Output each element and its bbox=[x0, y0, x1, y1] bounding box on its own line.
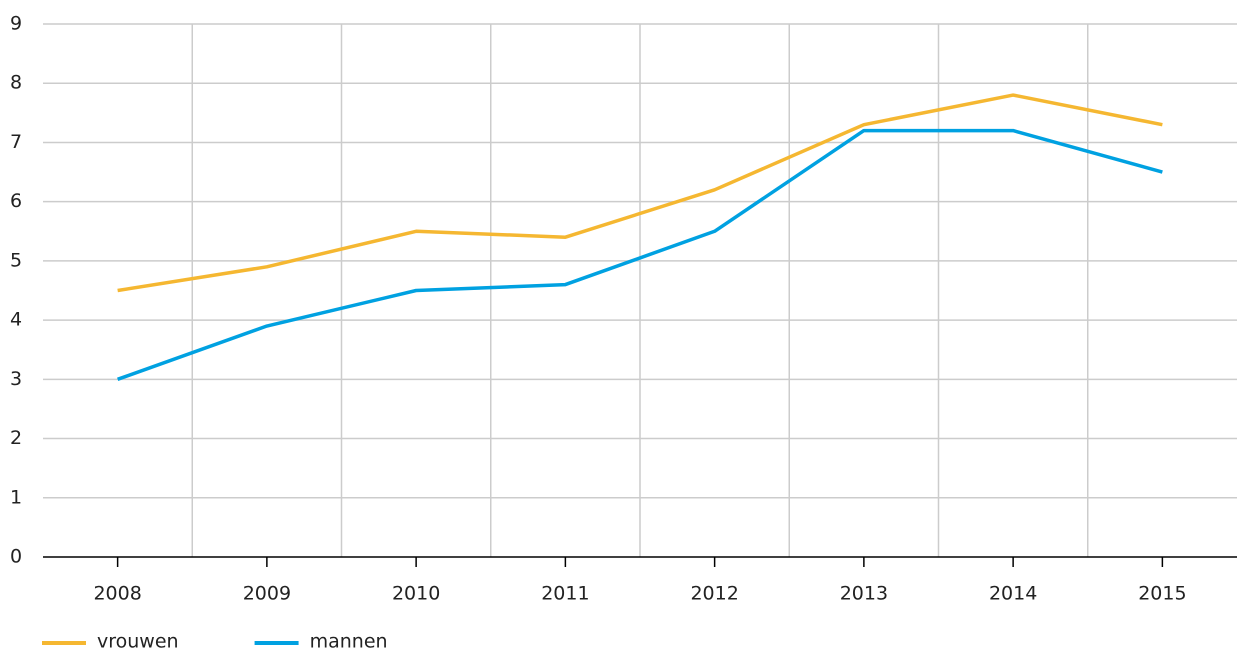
y-tick-label: 5 bbox=[10, 249, 22, 271]
y-tick-label: 8 bbox=[10, 72, 22, 94]
x-tick-label: 2008 bbox=[93, 583, 141, 605]
series-line bbox=[117, 93, 1163, 293]
y-tick-label: 6 bbox=[10, 190, 22, 212]
y-tick-label: 9 bbox=[10, 13, 22, 35]
y-tick-label: 7 bbox=[10, 131, 22, 153]
y-tick-label: 1 bbox=[10, 486, 22, 508]
y-tick-label: 3 bbox=[10, 368, 22, 390]
x-tick-label: 2010 bbox=[392, 583, 440, 605]
legend-label: mannen bbox=[310, 631, 388, 652]
x-tick-label: 2012 bbox=[690, 583, 738, 605]
x-tick-label: 2011 bbox=[541, 583, 589, 605]
y-tick-label: 2 bbox=[10, 427, 22, 449]
x-tick-label: 2014 bbox=[989, 583, 1037, 605]
x-tick-label: 2013 bbox=[840, 583, 888, 605]
series-line bbox=[117, 128, 1163, 381]
y-tick-label: 4 bbox=[10, 309, 22, 331]
x-tick-label: 2009 bbox=[243, 583, 291, 605]
legend-label: vrouwen bbox=[97, 631, 179, 652]
y-tick-label: 0 bbox=[10, 546, 22, 568]
x-tick-label: 2015 bbox=[1138, 583, 1186, 605]
